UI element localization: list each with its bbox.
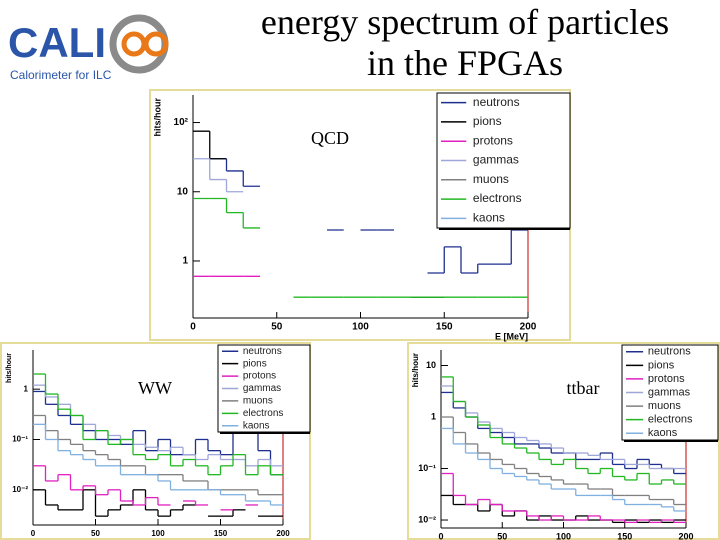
- y-tick-label: 10⁻²: [12, 485, 28, 494]
- x-tick-label: 200: [678, 531, 693, 540]
- x-tick-label: 50: [91, 529, 100, 538]
- y-tick-label: 1: [182, 256, 188, 267]
- legend-label: electrons: [473, 191, 522, 205]
- legend-label: protons: [473, 133, 513, 147]
- x-tick-label: 0: [31, 529, 36, 538]
- logo-ring: [109, 14, 169, 74]
- legend-label: electrons: [648, 414, 693, 426]
- x-tick-label: 50: [271, 322, 283, 333]
- y-tick-label: 10⁻¹: [12, 435, 28, 444]
- x-tick-label: 150: [617, 531, 632, 540]
- legend-label: muons: [473, 172, 509, 186]
- legend-label: pions: [473, 114, 502, 128]
- legend-label: kaons: [473, 211, 505, 225]
- legend-label: kaons: [648, 427, 678, 439]
- x-tick-label: 200: [520, 322, 537, 333]
- x-tick-label: 0: [438, 531, 443, 540]
- y-tick-label: 1: [24, 384, 29, 393]
- legend-label: muons: [648, 400, 682, 412]
- legend-label: gammas: [648, 386, 691, 398]
- logo-tagline: Calorimeter for ILC: [10, 68, 112, 82]
- legend-label: neutrons: [473, 95, 520, 109]
- legend-label: pions: [648, 359, 675, 371]
- legend-label: gammas: [243, 383, 281, 394]
- slide-title: energy spectrum of particles in the FPGA…: [260, 2, 670, 83]
- legend-label: neutrons: [243, 346, 282, 357]
- chart-annotation: WW: [138, 378, 172, 398]
- y-axis-label: hits/hour: [152, 98, 162, 137]
- x-axis-label: E [MeV]: [495, 331, 528, 341]
- x-tick-label: 150: [214, 529, 228, 538]
- x-tick-label: 50: [497, 531, 507, 540]
- y-tick-label: 1: [431, 411, 436, 421]
- legend-label: kaons: [243, 420, 270, 431]
- y-tick-label: 10⁻²: [418, 514, 436, 524]
- legend-label: protons: [243, 371, 276, 382]
- legend-label: muons: [243, 396, 273, 407]
- x-tick-label: 0: [190, 322, 196, 333]
- y-tick-label: 10: [426, 360, 436, 370]
- x-tick-label: 100: [151, 529, 165, 538]
- logo-text: CALI: [8, 19, 106, 66]
- logo-e: [121, 31, 147, 57]
- x-tick-label: 100: [556, 531, 571, 540]
- logo-e: [143, 31, 169, 57]
- y-tick-label: 10⁻¹: [418, 463, 436, 473]
- y-axis-label: hits/hour: [6, 353, 13, 383]
- y-tick-label: 10: [177, 186, 189, 197]
- x-tick-label: 150: [436, 322, 453, 333]
- chart-annotation: ttbar: [567, 378, 600, 398]
- legend-label: protons: [648, 373, 685, 385]
- y-axis-label: hits/hour: [411, 353, 420, 387]
- legend-label: electrons: [243, 408, 284, 419]
- x-tick-label: 100: [352, 322, 369, 333]
- legend-label: pions: [243, 358, 267, 369]
- chart-annotation: QCD: [311, 128, 349, 148]
- legend-label: neutrons: [648, 346, 691, 358]
- y-tick-label: 10²: [174, 117, 189, 128]
- legend-label: gammas: [473, 153, 519, 167]
- x-tick-label: 200: [276, 529, 290, 538]
